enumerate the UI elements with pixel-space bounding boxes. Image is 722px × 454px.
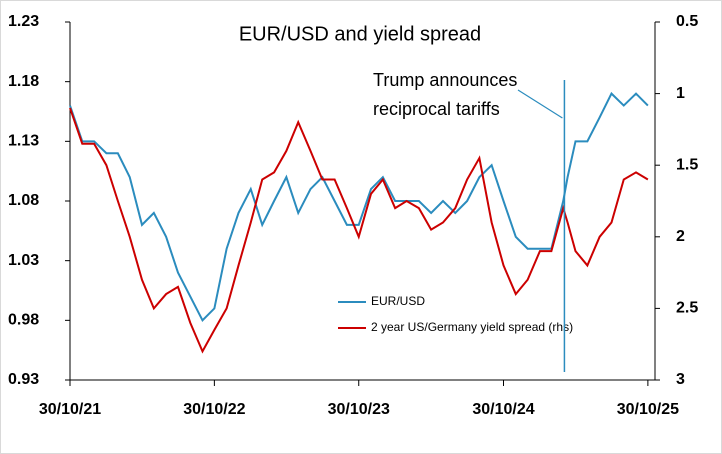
legend-label: EUR/USD (371, 294, 425, 308)
x-tick-label: 30/10/22 (183, 401, 245, 418)
x-tick-label: 30/10/25 (617, 401, 679, 418)
chart-title: EUR/USD and yield spread (239, 23, 481, 45)
y-tick-label: 1.08 (8, 192, 39, 209)
x-tick-label: 30/10/24 (472, 401, 534, 418)
y-tick-label: 1.23 (8, 13, 39, 30)
y-tick-label: 1.03 (8, 252, 39, 269)
y-tick-label: 1.13 (8, 133, 39, 150)
annotation-arrow (517, 89, 563, 119)
series-line (69, 91, 649, 323)
legend-label: 2 year US/Germany yield spread (rhs) (371, 320, 573, 334)
y2-tick-label: 3 (676, 371, 685, 388)
x-tick-label: 30/10/23 (328, 401, 390, 418)
y2-tick-label: 1.5 (676, 156, 698, 173)
y-tick-label: 1.18 (8, 73, 39, 90)
y-tick-label: 0.98 (8, 312, 39, 329)
y2-tick-label: 2.5 (676, 300, 698, 317)
x-tick-label: 30/10/21 (39, 401, 101, 418)
annotation-text: reciprocal tariffs (373, 99, 500, 119)
y2-tick-label: 1 (676, 85, 685, 102)
y2-tick-label: 0.5 (676, 13, 698, 30)
series-line (69, 107, 649, 354)
annotation-text: Trump announces (373, 70, 517, 90)
y2-tick-label: 2 (676, 228, 685, 245)
y-tick-label: 0.93 (8, 371, 39, 388)
